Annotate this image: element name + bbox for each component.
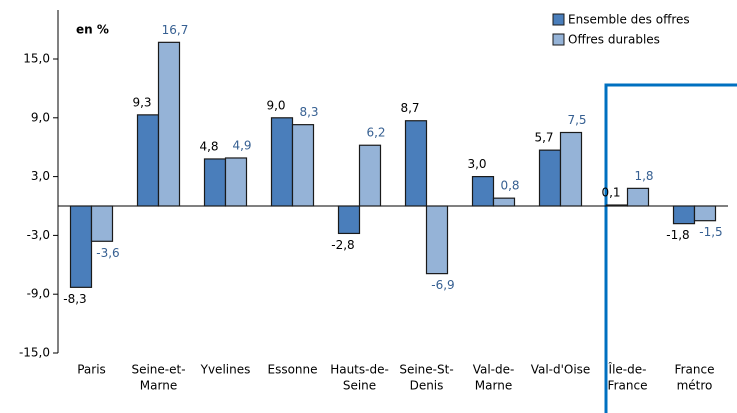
bar [672, 205, 696, 225]
value-label: 16,7 [162, 23, 189, 37]
bar [471, 176, 495, 207]
value-label: -6,9 [431, 278, 454, 292]
x-tick-label: Île-de- [608, 362, 647, 377]
x-tick-label: Marne [475, 379, 512, 393]
bar [291, 124, 315, 207]
x-tick-label: Essonne [267, 363, 317, 377]
x-tick-label: France [675, 363, 715, 377]
value-label: 9,0 [266, 98, 285, 112]
x-tick-label: Paris [77, 363, 106, 377]
legend-swatch [552, 13, 565, 26]
x-tick-label: Hauts-de- [330, 363, 389, 377]
value-label: 4,8 [199, 139, 218, 153]
bar [157, 41, 181, 207]
bar [605, 204, 629, 207]
x-tick-label: France [608, 379, 648, 393]
value-label: -2,8 [331, 238, 354, 252]
highlight-box [604, 83, 737, 413]
bar [559, 131, 583, 207]
value-label: 7,5 [567, 113, 586, 127]
x-tick-label: métro [677, 379, 713, 393]
value-label: 6,2 [366, 126, 385, 140]
bar [425, 205, 449, 275]
x-tick-label: Marne [140, 379, 177, 393]
bar [270, 117, 294, 207]
bar [358, 144, 382, 207]
y-tick-label: -3,0 [27, 228, 50, 242]
bar [538, 149, 562, 207]
x-tick-label: Denis [410, 379, 444, 393]
value-label: 0,8 [500, 179, 519, 193]
value-label: 5,7 [534, 131, 553, 145]
value-label: 3,0 [467, 157, 486, 171]
x-tick-label: Yvelines [200, 363, 251, 377]
y-tick-label: 9,0 [31, 110, 50, 124]
bar [69, 205, 93, 288]
value-label: 8,7 [400, 101, 419, 115]
legend-label: Ensemble des offres [568, 13, 690, 27]
value-label: 1,8 [634, 169, 653, 183]
x-tick-label: Val-de- [473, 363, 515, 377]
value-label: 0,1 [601, 186, 620, 200]
unit-annotation: en % [76, 23, 109, 37]
x-tick-label: Val-d'Oise [531, 363, 591, 377]
value-label: -3,6 [96, 246, 119, 260]
bar [693, 205, 717, 222]
bar [136, 114, 160, 207]
bar [404, 120, 428, 207]
bar [337, 205, 361, 235]
bar [492, 197, 516, 207]
legend-swatch [552, 33, 565, 46]
bar [626, 187, 650, 207]
y-tick-label: -9,0 [27, 287, 50, 301]
value-label: -8,3 [63, 292, 86, 306]
legend-label: Offres durables [568, 33, 660, 47]
y-tick-label: 3,0 [31, 169, 50, 183]
bar [224, 157, 248, 207]
value-label: 8,3 [299, 105, 318, 119]
bar [203, 158, 227, 207]
x-tick-label: Seine [343, 379, 376, 393]
value-label: -1,5 [699, 225, 722, 239]
x-tick-label: Seine-et- [131, 363, 185, 377]
value-label: -1,8 [666, 228, 689, 242]
value-label: 4,9 [232, 138, 251, 152]
y-tick-label: 15,0 [23, 52, 50, 66]
value-label: 9,3 [132, 95, 151, 109]
x-tick-label: Seine-St- [399, 363, 453, 377]
bar [90, 205, 114, 242]
y-tick-label: -15,0 [19, 346, 50, 360]
